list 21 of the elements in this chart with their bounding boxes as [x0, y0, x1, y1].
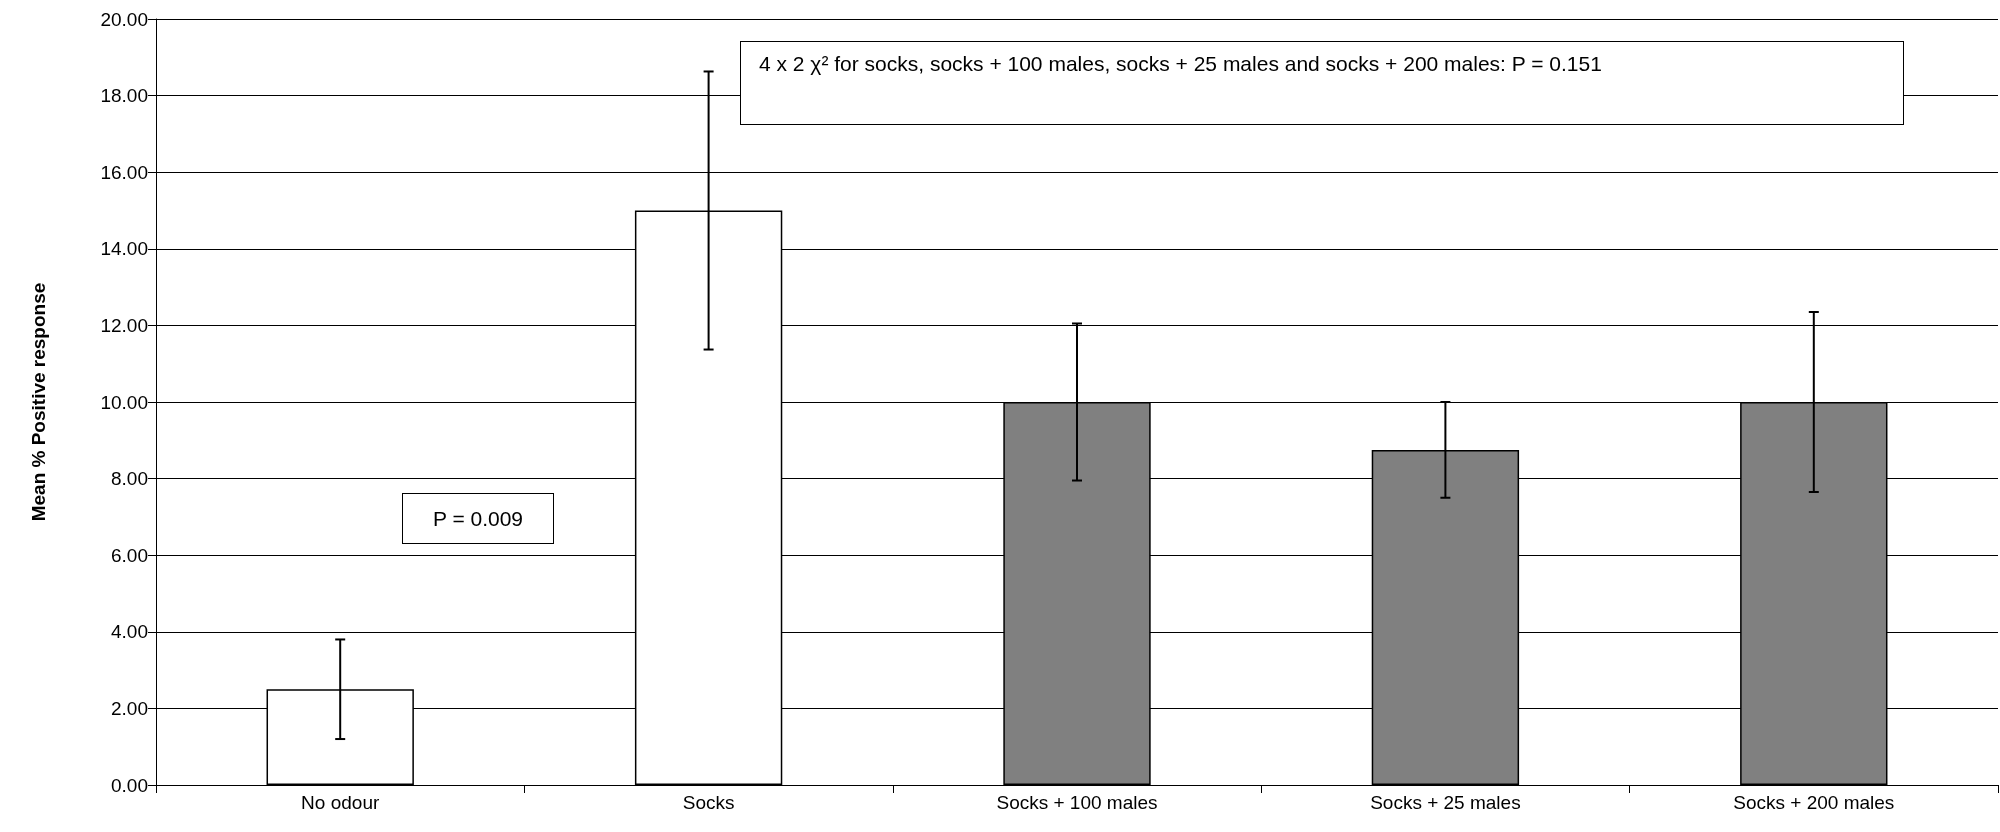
x-tick-label: No odour	[301, 792, 380, 813]
y-tick-label: 8.00	[111, 468, 148, 490]
y-tick-label: 10.00	[100, 391, 148, 413]
annotation: 4 x 2 χ² for socks, socks + 100 males, socks + 25 males and socks + 200 males: P = 0.151	[759, 52, 1602, 76]
y-tick-label: 2.00	[111, 697, 148, 719]
y-tick-label: 4.00	[111, 621, 148, 643]
y-tick-label: 0.00	[111, 774, 148, 796]
x-tick-label: Socks + 200 males	[1733, 792, 1895, 813]
y-tick-label: 6.00	[111, 544, 148, 566]
x-tick-label: Socks + 100 males	[996, 792, 1158, 813]
y-axis-title: Mean % Positive response	[28, 282, 49, 522]
y-tick-label: 12.00	[100, 314, 148, 336]
y-tick-label: 16.00	[100, 161, 148, 183]
y-tick-label: 20.00	[100, 8, 148, 30]
note-box: P = 0.009	[402, 493, 554, 544]
x-tick-label: Socks + 25 males	[1370, 792, 1521, 813]
y-tick-label: 18.00	[100, 85, 148, 107]
y-tick-label: 14.00	[100, 238, 148, 260]
annotation: P = 0.009	[432, 506, 524, 531]
x-tick-label: Socks	[682, 792, 735, 813]
note-box: 4 x 2 χ² for socks, socks + 100 males, socks + 25 males and socks + 200 males: P = 0.151	[740, 41, 1904, 125]
